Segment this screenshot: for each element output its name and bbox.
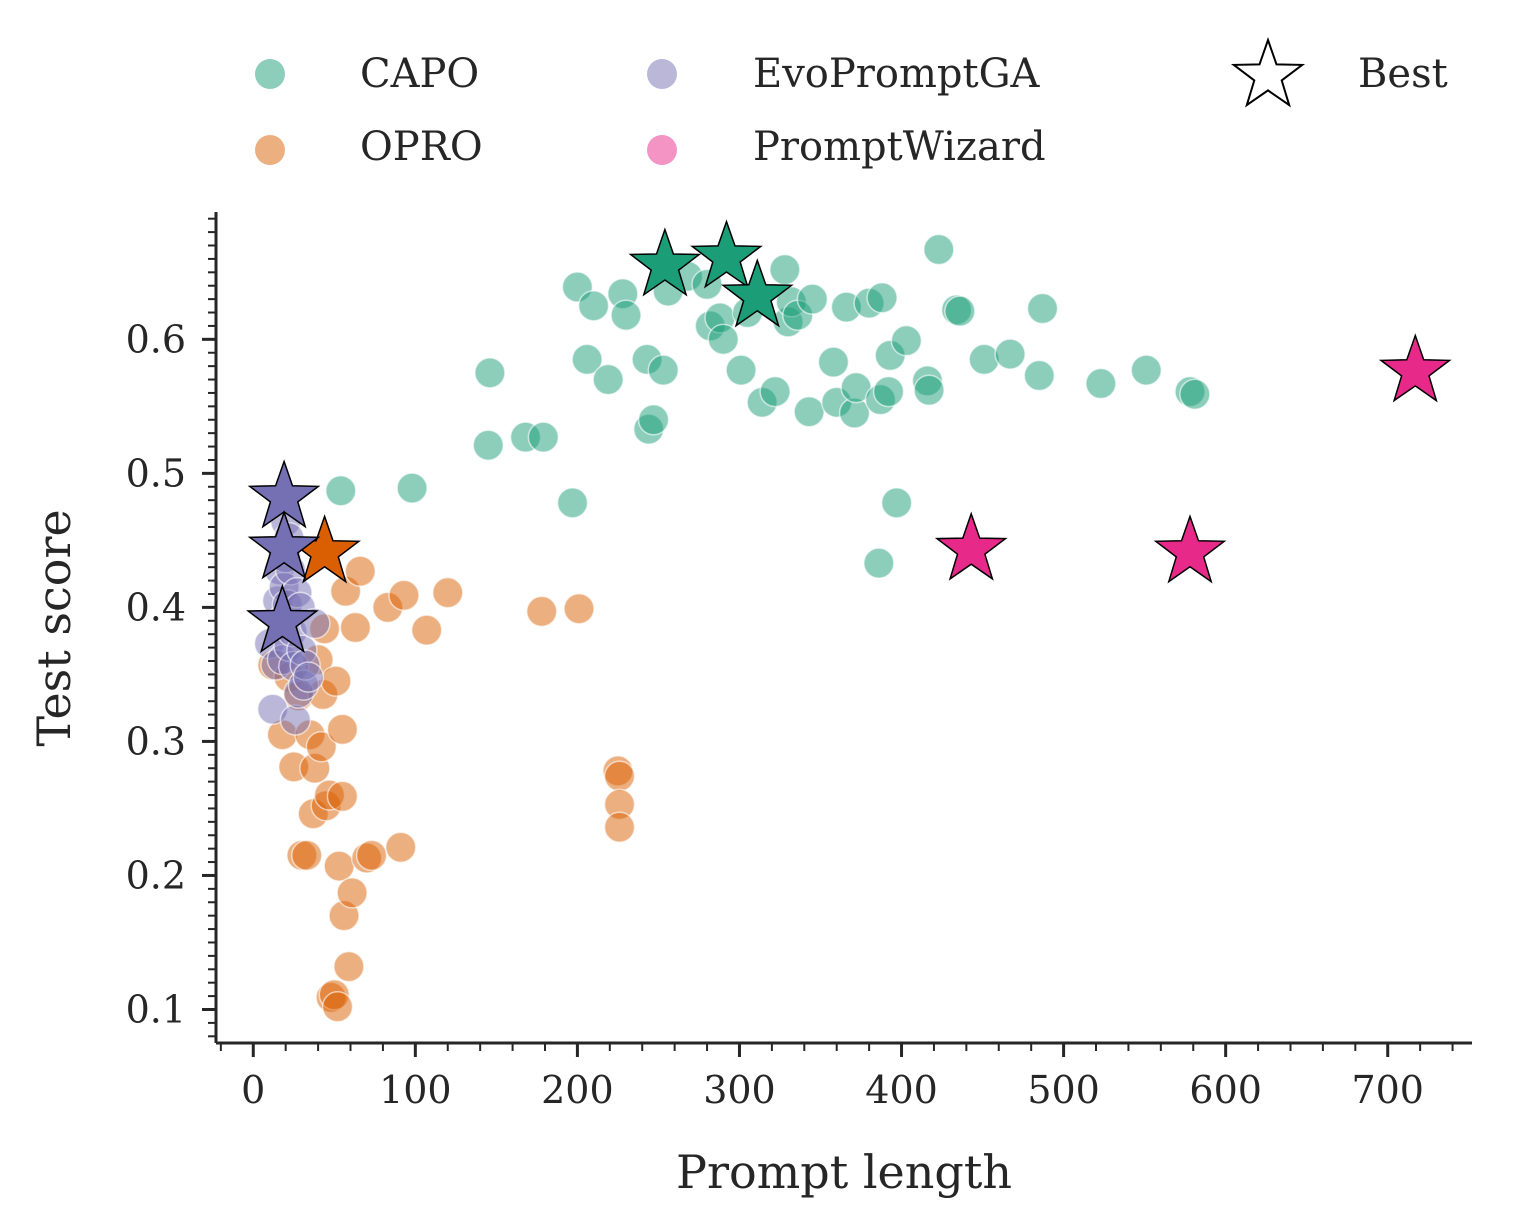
legend-label-best: Best (1358, 51, 1448, 97)
point-capo (890, 324, 923, 357)
point-capo (944, 295, 976, 327)
x-tick-label: 600 (1189, 1068, 1262, 1112)
point-capo (994, 338, 1026, 370)
legend-marker-promptwizard (647, 135, 677, 165)
x-tick-label: 400 (865, 1068, 938, 1112)
point-opro (321, 991, 354, 1023)
y-tick-label: 0.1 (126, 987, 186, 1031)
legend-label-promptwizard: PromptWizard (753, 124, 1046, 170)
point-opro (355, 839, 388, 872)
y-tick-label: 0.5 (126, 451, 186, 495)
y-tick-label: 0.6 (126, 317, 186, 361)
y-tick-label: 0.2 (126, 853, 186, 897)
point-capo (472, 429, 505, 461)
x-tick-label: 100 (379, 1068, 452, 1112)
legend-label-evopromptga: EvoPromptGA (753, 51, 1041, 97)
point-opro (563, 592, 595, 625)
x-tick-label: 700 (1351, 1068, 1424, 1112)
y-axis-title: Test score (27, 509, 81, 746)
x-tick-label: 200 (541, 1068, 614, 1112)
legend: CAPO OPRO EvoPromptGA PromptWizard Best (255, 36, 1448, 170)
point-opro (323, 850, 355, 882)
point-capo (707, 323, 740, 356)
best-star-promptwizard (1153, 514, 1227, 584)
point-capo (923, 233, 955, 266)
best-star-capo (628, 227, 702, 297)
point-capo (396, 472, 428, 504)
x-tick-label: 500 (1027, 1068, 1100, 1112)
point-opro (339, 611, 372, 644)
point-capo (571, 343, 603, 376)
legend-label-capo: CAPO (360, 51, 479, 97)
point-capo (647, 354, 680, 386)
best-stars (246, 219, 1452, 654)
legend-label-opro: OPRO (360, 124, 483, 170)
best-star-evopromptga (246, 583, 319, 654)
point-capo (759, 375, 791, 408)
point-capo (637, 404, 670, 436)
best-star-capo (690, 219, 763, 289)
point-capo (1179, 378, 1211, 411)
point-capo (474, 357, 506, 389)
best-star-capo (720, 258, 794, 328)
x-tick-label: 0 (241, 1068, 265, 1112)
point-opro (410, 614, 443, 646)
point-capo (872, 375, 905, 408)
point-evopromptga (292, 661, 325, 693)
x-ticks: 0 100 200 300 400 500 600 700 (219, 1043, 1454, 1112)
point-opro (336, 877, 368, 909)
legend-marker-evopromptga (647, 59, 677, 89)
point-capo (793, 395, 825, 428)
point-capo (913, 374, 945, 407)
point-opro (603, 811, 636, 843)
point-capo (968, 343, 1000, 376)
point-opro (305, 731, 338, 763)
x-tick-label: 300 (703, 1068, 776, 1112)
point-capo (527, 421, 560, 453)
point-opro (432, 576, 464, 609)
best-star-evopromptga (247, 510, 321, 580)
point-opro (326, 780, 359, 813)
point-capo (610, 299, 642, 331)
point-capo (769, 253, 801, 286)
point-capo (796, 283, 829, 315)
point-opro (603, 760, 636, 793)
point-opro (326, 713, 359, 746)
y-ticks: 0.1 0.2 0.3 0.4 0.5 0.6 (126, 217, 216, 1038)
point-capo (863, 547, 895, 579)
point-evopromptga (279, 704, 312, 736)
point-opro (525, 595, 558, 628)
point-opro (388, 579, 420, 612)
data-points (253, 233, 1211, 1023)
point-capo (1085, 367, 1117, 400)
point-capo (817, 346, 850, 378)
point-capo (1023, 359, 1056, 392)
axes: 0 100 200 300 400 500 600 700 0.10.20.30.40.50.… (126, 212, 1472, 1112)
point-opro (385, 831, 417, 864)
point-opro (344, 555, 376, 587)
point-opro (291, 839, 323, 872)
point-capo (592, 363, 624, 396)
point-capo (556, 487, 589, 519)
legend-marker-best-star (1230, 36, 1306, 108)
point-capo (880, 487, 913, 519)
best-star-promptwizard (934, 511, 1008, 581)
point-capo (577, 290, 610, 322)
point-capo (1026, 292, 1059, 325)
y-tick-label: 0.4 (126, 585, 186, 629)
x-axis-title: Prompt length (676, 1145, 1012, 1199)
point-capo (325, 475, 357, 507)
legend-marker-capo (255, 59, 285, 89)
point-opro (320, 665, 352, 697)
legend-marker-opro (255, 135, 285, 165)
point-capo (866, 282, 898, 314)
point-capo (1130, 354, 1163, 386)
y-tick-label: 0.3 (126, 719, 186, 763)
best-star-promptwizard (1378, 333, 1452, 403)
point-capo (725, 354, 757, 386)
point-opro (333, 950, 365, 983)
